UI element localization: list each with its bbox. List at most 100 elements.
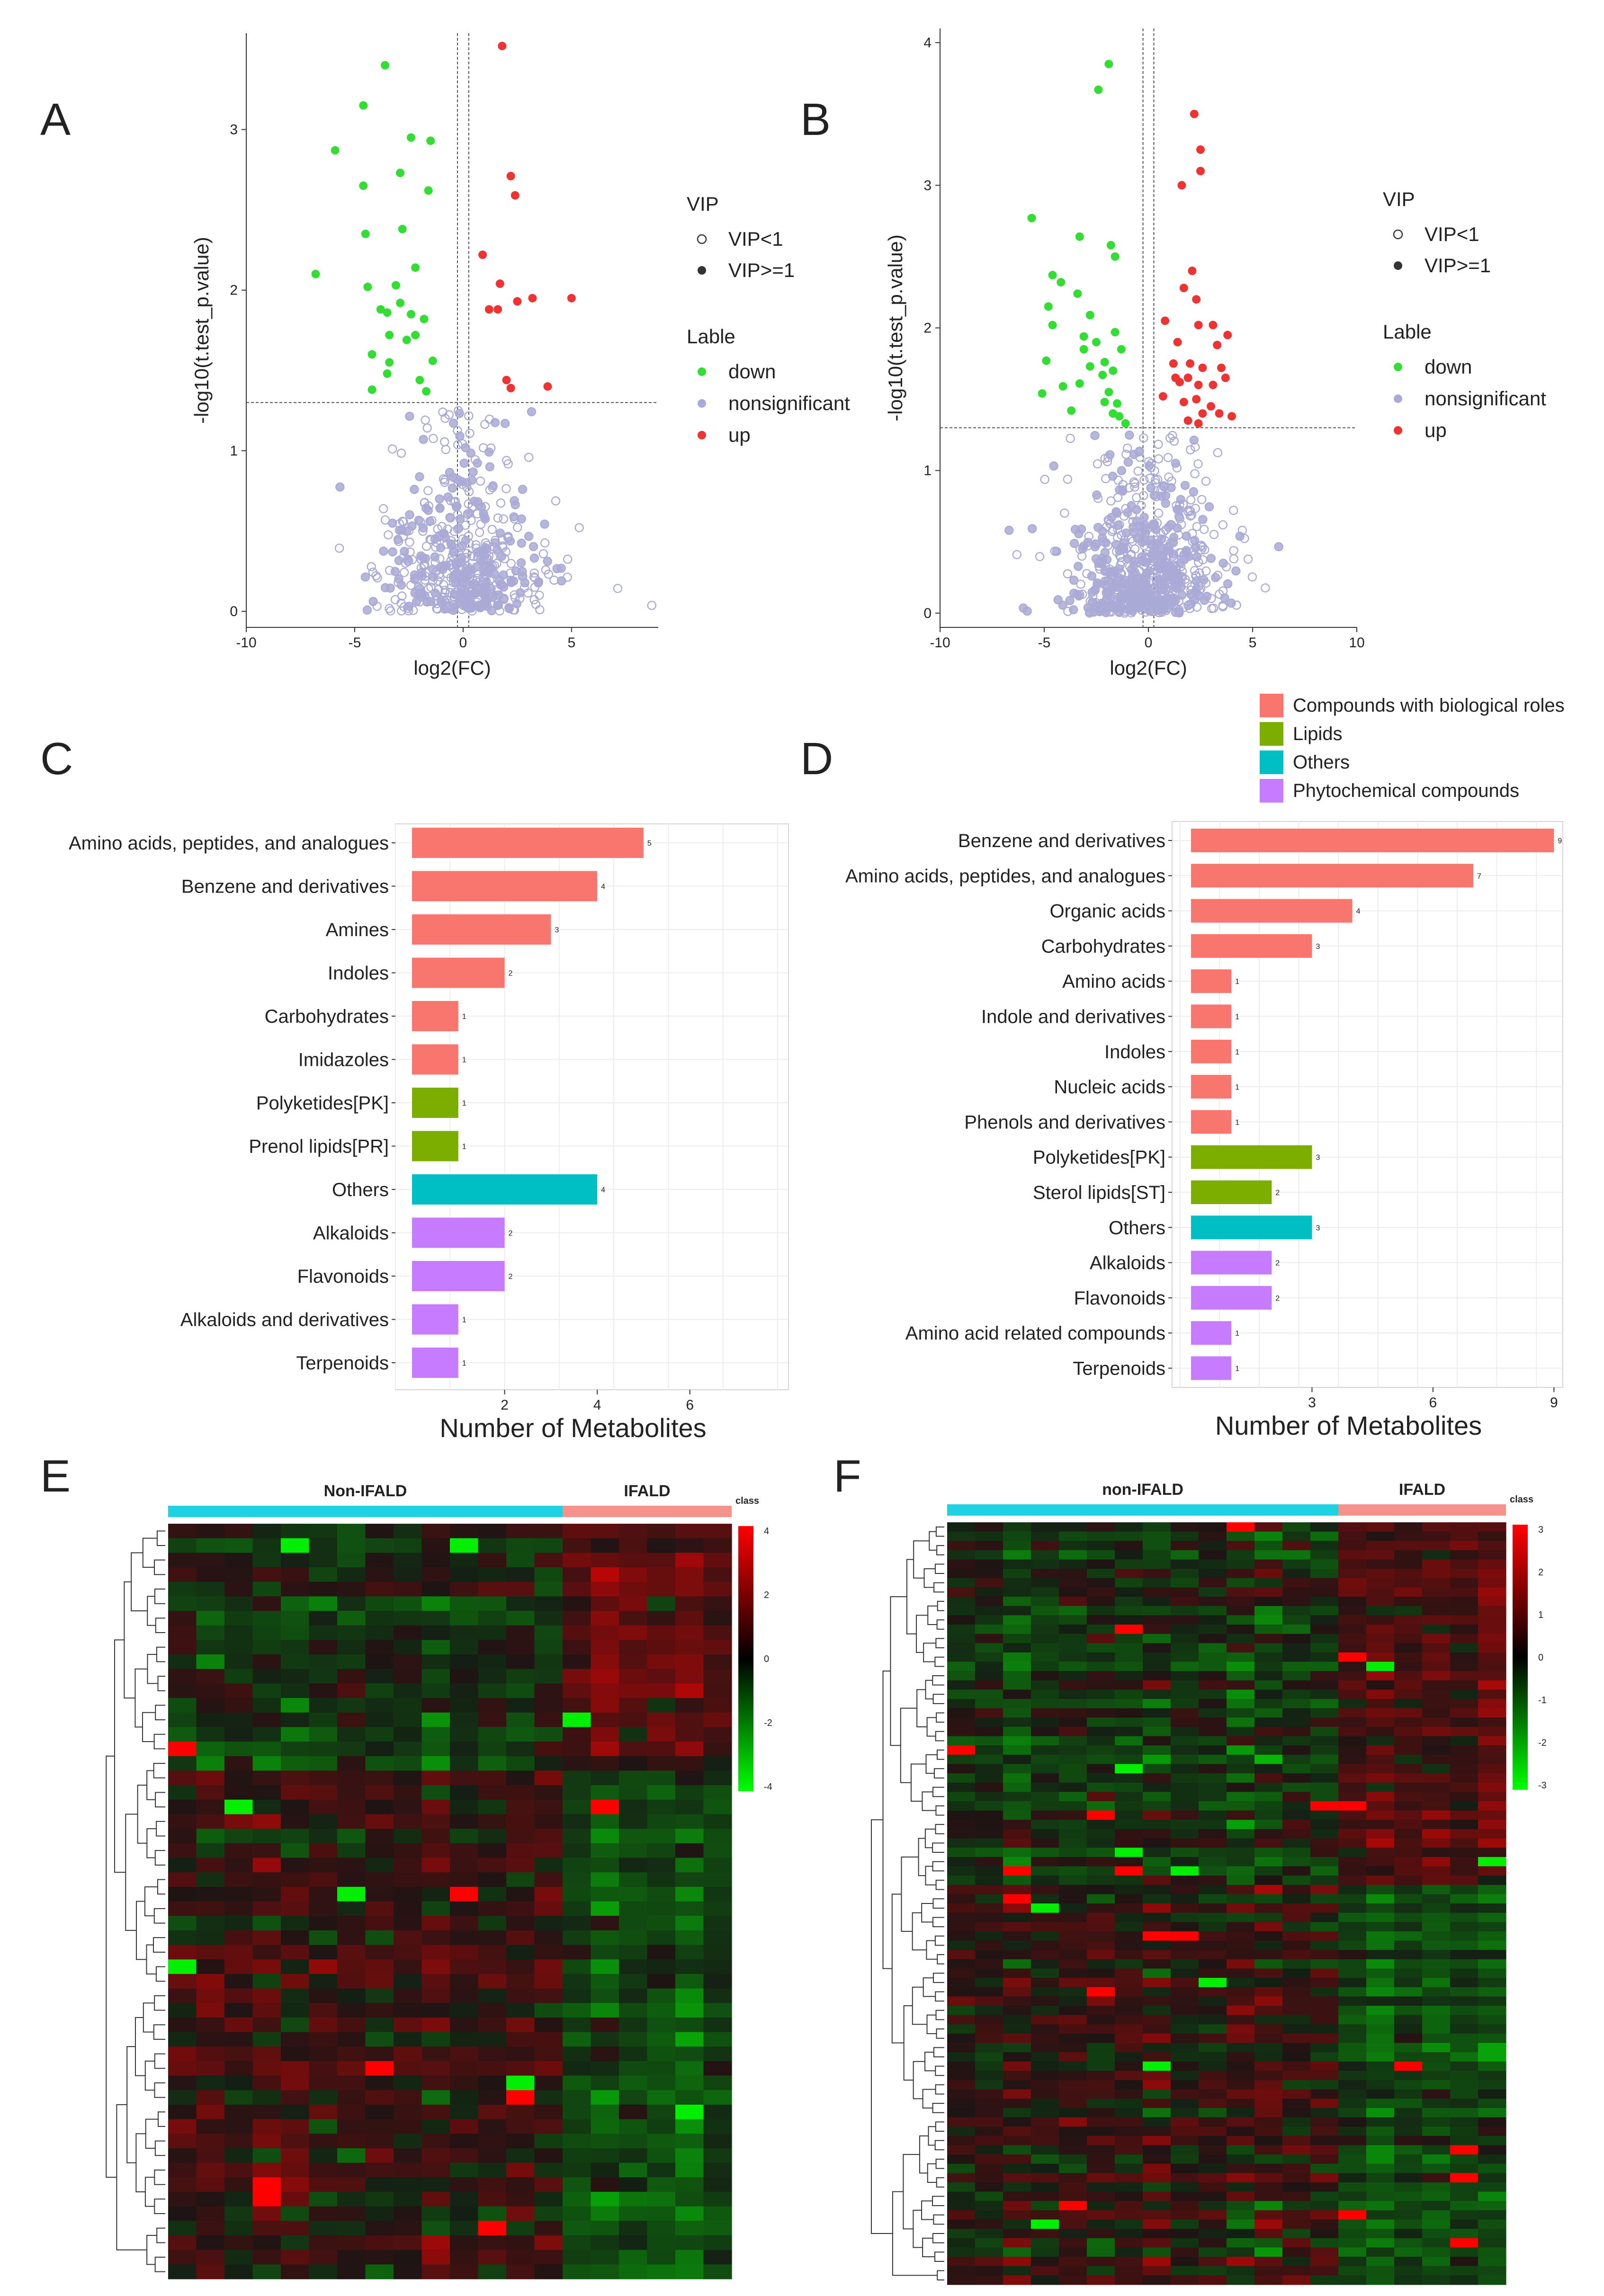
point-nonsignificant [1091,554,1101,563]
heatmap-cell [1199,2033,1227,2044]
dendrogram-branch [932,1973,944,1983]
bar-value-amino-acids-peptides-and-analogues: 5 [647,840,652,848]
heatmap-cell [1422,1987,1451,1997]
heatmap-cell [563,1669,591,1684]
heatmap-cell [619,2162,648,2178]
heatmap-cell [1282,2024,1311,2034]
heatmap-cell [1171,1894,1199,1904]
heatmap-cell [1115,2182,1143,2192]
heatmap-cell [1338,1782,1367,1792]
heatmap-cell [1003,1922,1031,1932]
heatmap-cell [421,2119,450,2134]
heatmap-cell [1003,1717,1031,1727]
heatmap-cell [1143,2163,1171,2173]
heatmap-cell [1338,1550,1367,1560]
heatmap-cell [975,1726,1004,1737]
heatmap-cell [1310,2024,1339,2034]
point-nonsignificant [385,565,394,575]
heatmap-cell [1087,1643,1115,1653]
dendrogram-branch [933,2047,944,2057]
heatmap-cell [1422,2210,1451,2220]
heatmap-cell [703,2191,732,2207]
heatmap-cell [281,1538,310,1553]
heatmap-cell [1031,2191,1059,2201]
heatmap-cell [1087,2024,1115,2034]
heatmap-cell [1394,1745,1423,1755]
bar-prenol-lipids-pr [412,1131,458,1161]
heatmap-cell [534,2017,563,2033]
point-nonsignificant [1186,445,1195,455]
heatmap-cell [450,2046,479,2062]
heatmap-cell [1199,2071,1227,2081]
heatmap-cell [1478,1699,1506,1709]
heatmap-cell [309,1799,338,1815]
heatmap-cell [450,2003,479,2018]
heatmap-cell [1282,1708,1311,1718]
heatmap-cell [619,1742,648,1757]
heatmap-cell [1282,2154,1311,2164]
heatmap-cell [337,1785,366,1800]
dendrogram-branch [153,1937,165,1953]
heatmap-cell [947,1726,976,1737]
heatmap-cell [478,2264,507,2279]
heatmap-cell [365,2134,394,2149]
heatmap-cell [1171,2257,1199,2267]
heatmap-cell [1087,2117,1115,2127]
dendrogram-branch [114,1639,126,1873]
heatmap-cell [703,2075,732,2091]
heatmap-cell [281,2148,310,2163]
heatmap-cell [1394,1773,1423,1783]
heatmap-cell [1143,1987,1171,1997]
dendrogram-branch [918,1838,926,1876]
point-down [391,281,400,290]
heatmap-cell [337,2032,366,2047]
point-nonsignificant [538,549,548,559]
heatmap-cell [1450,1782,1479,1792]
dendrogram-branch [153,1763,165,1778]
heatmap-cell [1059,1531,1087,1541]
heatmap-cell [506,1799,535,1815]
heatmap-cell [1366,2099,1395,2108]
heatmap-cell [478,1770,507,1786]
heatmap-cell [1199,1689,1227,1699]
point-nonsignificant [1130,479,1140,488]
point-nonsignificant [506,568,515,578]
heatmap-cell [1003,2080,1031,2090]
heatmap-cell [337,1654,366,1670]
heatmap-cell [975,1699,1004,1709]
heatmap-cell [1227,1736,1255,1746]
heatmap-cell [224,1785,253,1800]
heatmap-cell [450,2061,479,2076]
point-nonsignificant [1101,538,1111,548]
heatmap-cell [337,1524,366,1539]
heatmap-cell [591,2032,619,2047]
heatmap-cell [1366,2173,1395,2183]
heatmap-cell [1422,1950,1451,1960]
heatmap-cell [1227,1764,1255,1774]
heatmap-cell [675,2032,704,2047]
heatmap-cell [1255,2043,1283,2053]
heatmap-cell [1450,2238,1479,2248]
heatmap-cell [1422,2191,1451,2201]
heatmap-cell [1199,1699,1227,1709]
heatmap-cell [1338,2052,1367,2062]
heatmap-cell [1031,1652,1059,1662]
heatmap-cell [196,1698,225,1713]
heatmap-cell [478,1843,507,1858]
heatmap-cell [1115,2108,1143,2118]
heatmap-cell [1255,1912,1283,1922]
heatmap-cell [947,2135,976,2146]
heatmap-cell [1003,2015,1031,2025]
point-nonsignificant [418,527,428,536]
point-nonsignificant [397,606,406,616]
heatmap-cell [1338,1801,1367,1811]
heatmap-cell [1366,1634,1395,1644]
heatmap-cell [1171,2145,1199,2155]
heatmap-cell [591,2090,619,2105]
heatmap-cell [1115,2135,1143,2146]
heatmap-cell [224,1524,253,1539]
heatmap-cell [1338,2071,1367,2081]
point-nonsignificant [1113,524,1122,534]
heatmap-cell [1255,1978,1283,1988]
heatmap-cell [478,1829,507,1844]
